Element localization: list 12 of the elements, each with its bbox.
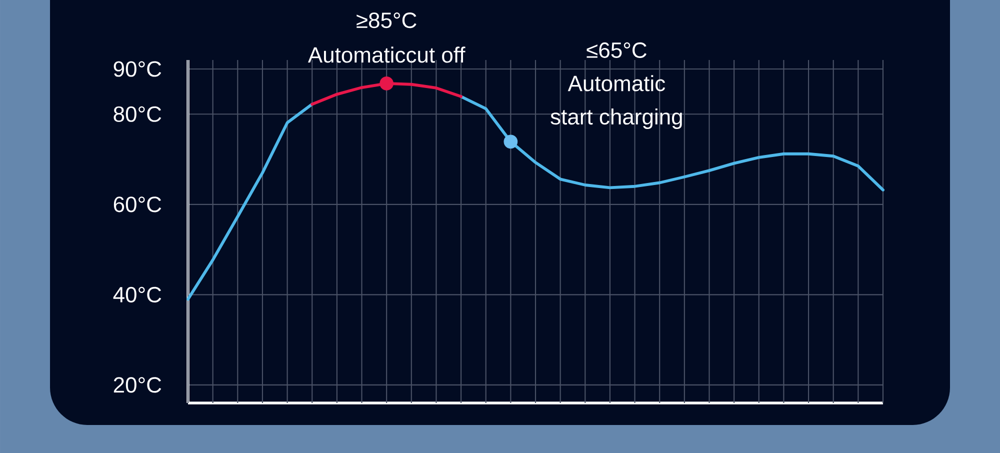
y-tick-label: 60°C (114, 196, 162, 212)
y-tick-label: 80°C (114, 106, 162, 122)
y-tick-label: 40°C (113, 286, 162, 302)
text: ≤65°C (586, 42, 646, 58)
annotation: start charging (550, 108, 682, 129)
line-series (186, 102, 314, 301)
annotation: Automatic (568, 75, 666, 92)
line-series (460, 95, 884, 192)
annotation: Automaticcut off (308, 46, 466, 63)
y-tick-label: 90°C (114, 61, 162, 77)
text: ≥85°C (356, 12, 416, 28)
y-tick-label: 20°C (114, 377, 162, 393)
